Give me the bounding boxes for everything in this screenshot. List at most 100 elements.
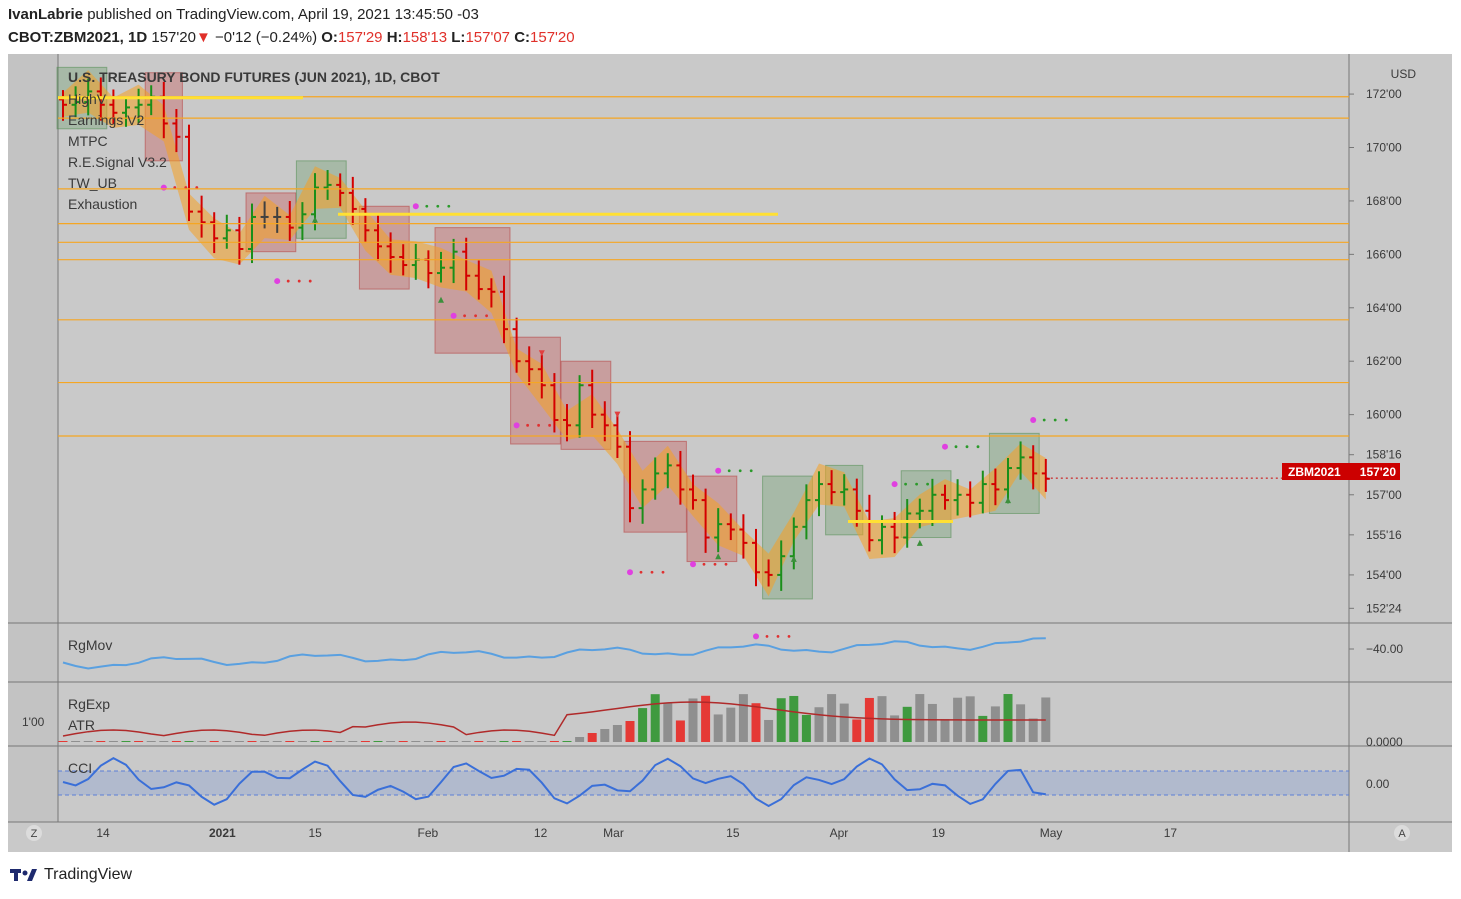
volume-bar-72 [965, 696, 975, 742]
cci-axis-label: 0.00 [1366, 777, 1390, 791]
indicator-mtpc[interactable]: MTPC [68, 133, 108, 149]
volume-bar-58 [789, 695, 799, 742]
volume-bar-4 [108, 741, 118, 742]
arrow-marker-0 [312, 216, 318, 223]
indicator-highv[interactable]: HighV [68, 91, 107, 107]
left-margin [8, 54, 58, 822]
volume-bar-51 [701, 695, 711, 742]
indicator-earnings[interactable]: Earnings V2 [68, 112, 144, 128]
trail-dot-9-2 [776, 634, 780, 638]
volume-bar-61 [827, 694, 837, 742]
price-bar-21 [323, 170, 332, 200]
volume-bar-60 [814, 707, 824, 742]
time-tick-label-9: May [1040, 826, 1063, 840]
last-price: 157'20 [151, 29, 196, 46]
price-bar-53 [726, 513, 735, 541]
signal-dot-3 [412, 203, 419, 210]
volume-bar-22 [335, 741, 345, 742]
price-bar-22 [336, 173, 345, 207]
arrow-marker-6 [916, 539, 923, 546]
price-tick-label-4: 164'00 [1366, 301, 1402, 315]
close-value: 157'20 [530, 29, 575, 46]
volume-bar-35 [499, 741, 509, 742]
high-value: 158'13 [402, 29, 448, 46]
tradingview-brand[interactable]: TradingView [10, 866, 132, 884]
price-tag: ZBM2021 157'20 [1282, 463, 1400, 480]
price-bar-74 [991, 468, 1000, 506]
price-tick-label-6: 160'00 [1366, 408, 1402, 422]
price-bar-32 [462, 237, 471, 291]
price-bar-70 [941, 484, 949, 510]
volume-bar-27 [398, 741, 408, 742]
symbol-info-bar: CBOT:ZBM2021, 1D 157'20▼ −0'12 (−0.24%) … [8, 29, 575, 46]
nav-left-button[interactable]: Z [26, 825, 42, 841]
price-bar-44 [613, 411, 622, 458]
indicator-twub[interactable]: TW_UB [68, 175, 117, 191]
volume-bar-8 [159, 741, 169, 742]
trail-dot-7-2 [713, 562, 717, 566]
trail-dot-1-2 [184, 186, 188, 189]
low-value: 157'07 [465, 29, 511, 46]
price-bar-13 [222, 214, 231, 249]
price-tick-label-1: 170'00 [1366, 140, 1402, 154]
symbol-name: CBOT:ZBM2021, 1D [8, 29, 148, 46]
time-tick-label-8: 19 [932, 826, 946, 840]
volume-bar-48 [663, 702, 673, 742]
volume-bar-74 [990, 706, 1000, 742]
price-tick-label-0: 172'00 [1366, 87, 1402, 101]
time-tick-label-2: 15 [308, 826, 322, 840]
signal-dot-6 [627, 569, 633, 576]
cci-label[interactable]: CCI [68, 760, 92, 776]
time-tick-label-4: 12 [534, 826, 548, 840]
volume-bar-43 [600, 729, 610, 742]
volume-bar-41 [575, 737, 585, 742]
volume-bar-36 [512, 741, 522, 742]
price-bar-46 [638, 479, 647, 524]
volume-bar-16 [260, 741, 270, 742]
price-bar-68 [915, 498, 924, 529]
volume-bar-57 [776, 698, 786, 742]
trail-dot-4-3 [485, 314, 488, 318]
price-tick-label-5: 162'00 [1366, 354, 1402, 368]
volume-bar-44 [612, 725, 622, 742]
nav-right-button[interactable]: A [1394, 825, 1410, 841]
price-bar-37 [525, 346, 534, 386]
indicator-exhaustion[interactable]: Exhaustion [68, 196, 137, 212]
rgmov-label[interactable]: RgMov [68, 637, 112, 653]
rgexp-axis-label: 0.0000 [1366, 735, 1403, 749]
volume-bar-15 [247, 741, 257, 742]
signal-dot-10 [891, 481, 898, 488]
price-bar-42 [588, 369, 597, 429]
rgexp-label[interactable]: RgExp [68, 696, 110, 712]
price-bar-30 [437, 251, 445, 283]
publisher-name[interactable]: IvanLabrie [8, 6, 84, 23]
volume-bar-70 [940, 718, 950, 742]
arrow-marker-3 [614, 411, 621, 418]
arrow-marker-4 [715, 553, 722, 560]
signal-dot-9 [753, 633, 759, 640]
price-bar-63 [852, 478, 861, 527]
publish-info: IvanLabrie published on TradingView.com,… [8, 6, 479, 23]
atr-label[interactable]: ATR [68, 717, 95, 733]
trail-dot-9-1 [765, 634, 769, 638]
price-bar-40 [563, 404, 571, 442]
signal-dot-8 [715, 467, 722, 474]
price-bar-12 [210, 212, 219, 254]
indicator-resignal[interactable]: R.E.Signal V3.2 [68, 154, 167, 170]
price-bar-35 [500, 275, 508, 344]
trail-dot-4-1 [463, 314, 466, 318]
trail-dot-7-3 [724, 562, 728, 566]
volume-bar-29 [423, 741, 433, 742]
volume-bar-47 [650, 694, 660, 742]
trail-dot-12-3 [1064, 418, 1068, 422]
price-tick-label-7: 158'16 [1366, 448, 1402, 462]
volume-bar-66 [890, 715, 900, 742]
trail-dot-11-1 [954, 445, 958, 449]
price-bar-67 [903, 499, 912, 548]
volume-bar-40 [562, 741, 572, 742]
volume-bar-77 [1028, 718, 1038, 742]
volume-bar-38 [537, 741, 547, 742]
chart-svg[interactable]: 172'00 170'00 168'00 166'00 164'00 162'00 160'… [8, 54, 1452, 852]
volume-bar-34 [486, 741, 496, 742]
trail-dot-2-1 [286, 279, 290, 283]
